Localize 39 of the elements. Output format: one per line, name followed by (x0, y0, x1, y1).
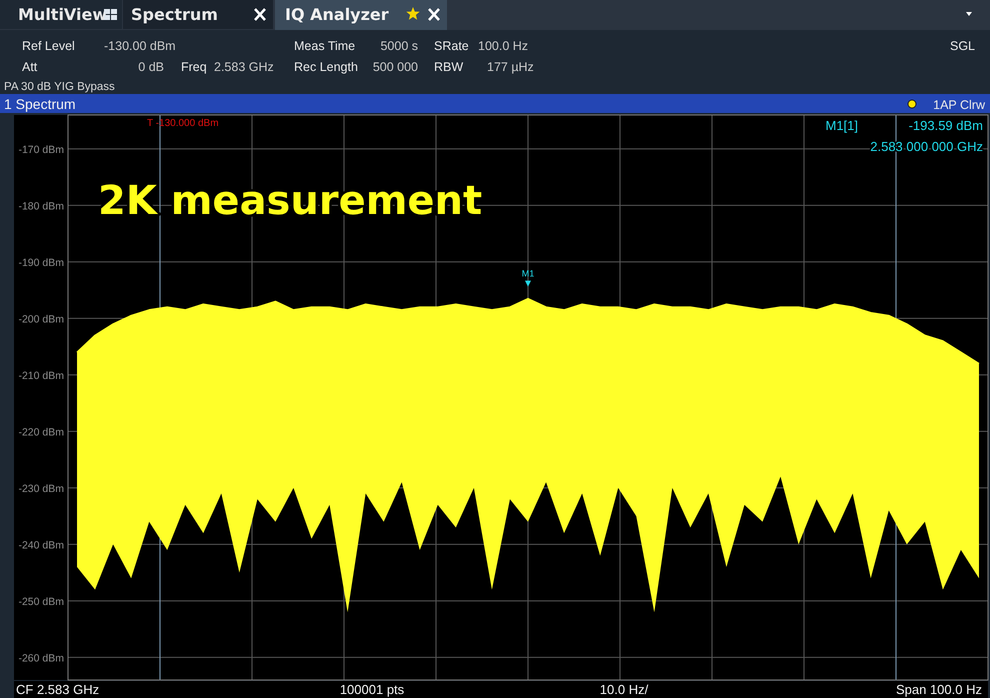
text: CF 2.583 GHz (16, 682, 100, 697)
chart-title: 1 Spectrum (4, 96, 76, 112)
y-tick-label: -210 dBm (18, 370, 64, 382)
y-tick-label: -260 dBm (18, 652, 64, 664)
y-tick-label: -250 dBm (18, 596, 64, 608)
text: Spectrum (131, 5, 218, 24)
text: PA 30 dB YIG Bypass (4, 81, 116, 93)
text: IQ Analyzer (285, 5, 389, 24)
annotation: 2K measurement (98, 178, 482, 224)
text: 1AP Clrw (933, 98, 986, 112)
y-tick-label: -180 dBm (18, 200, 64, 212)
y-tick-label: -170 dBm (18, 144, 64, 156)
text: MultiView (18, 5, 108, 24)
text: 10.0 Hz/ (600, 682, 649, 697)
text: 100.0 Hz (478, 39, 528, 53)
annotation: M1[1] (825, 118, 858, 133)
text: Rec Length (294, 60, 358, 74)
y-tick-label: -190 dBm (18, 256, 64, 269)
text: Freq (181, 60, 207, 74)
annotation: M1 (522, 268, 534, 279)
text: 2.583 GHz (214, 60, 274, 74)
y-tick-label: -240 dBm (18, 539, 64, 552)
text: RBW (434, 60, 464, 74)
y-tick-label: -220 dBm (18, 426, 64, 438)
annotation: -193.59 dBm (908, 118, 983, 133)
text: 5000 s (380, 39, 418, 53)
text: Meas Time (294, 39, 356, 53)
text: -130.00 dBm (104, 39, 176, 53)
text: Span 100.0 Hz (896, 682, 982, 697)
text: Att (22, 60, 38, 74)
text: SRate (434, 39, 469, 53)
text: SGL (950, 39, 976, 53)
text: 500 000 (372, 60, 418, 74)
text: 177 µHz (487, 60, 534, 74)
text: 100001 pts (340, 682, 405, 697)
text: 0 dB (138, 60, 164, 74)
y-tick-label: -200 dBm (18, 313, 64, 326)
text: Ref Level (22, 39, 75, 53)
y-tick-label: -230 dBm (18, 482, 64, 495)
